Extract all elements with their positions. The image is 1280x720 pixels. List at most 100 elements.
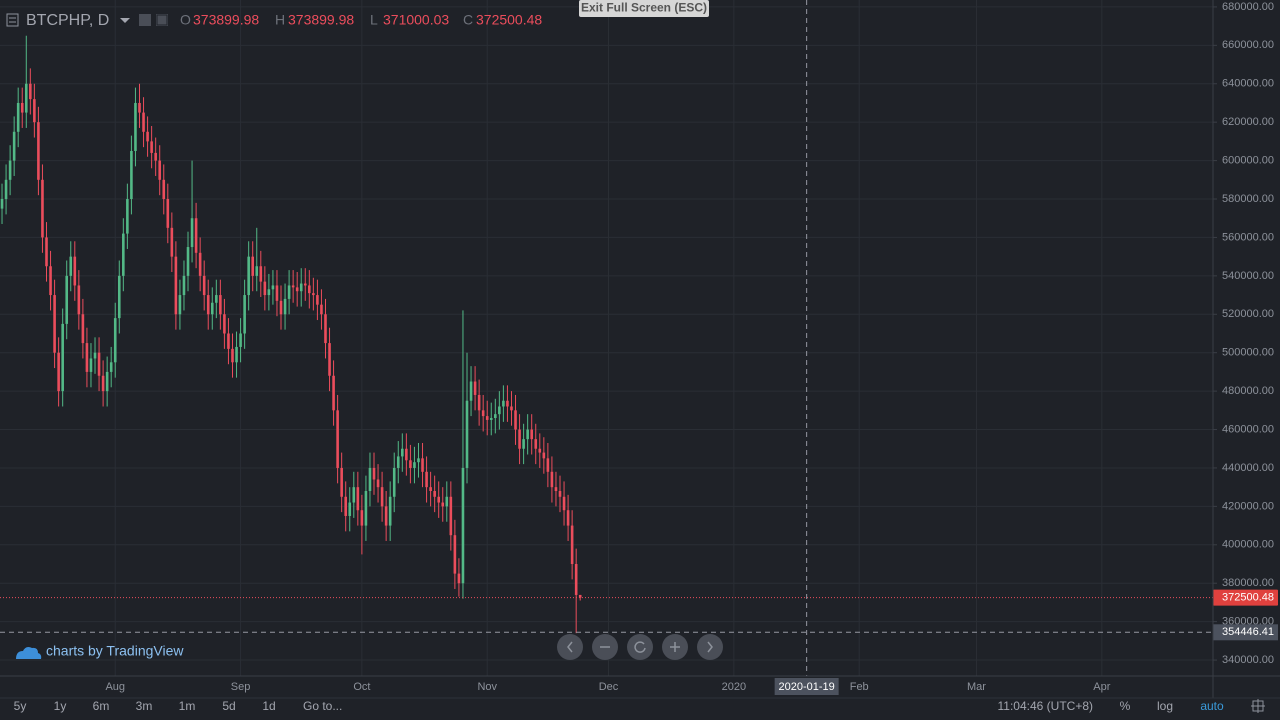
branding-text[interactable]: charts by TradingView [46,643,184,659]
candle-body [182,275,186,296]
icon[interactable] [156,14,168,26]
candle-body [538,448,542,453]
candle-body [170,227,174,257]
settings-icon[interactable] [1251,699,1265,713]
menu-icon[interactable] [6,13,19,27]
candle-body [578,594,582,598]
candle-body [16,102,20,132]
candle-body [215,295,218,303]
symbol[interactable]: BTCPHP, D [26,12,109,29]
candle-body [271,285,275,290]
candle-body [570,525,574,565]
range-button[interactable]: 3m [136,699,153,713]
candle-body [413,462,416,468]
candle-body [65,275,69,324]
icon[interactable] [139,14,151,26]
candle-body [299,283,303,292]
candle-body [425,471,428,488]
candle-body [146,131,149,142]
x-tick-label: Oct [353,681,370,693]
candle-body [498,406,501,415]
ohlc-label: C [463,12,473,28]
x-tick-label: Feb [850,681,869,693]
candle-body [194,218,198,253]
candle-body [97,352,101,376]
range-button[interactable]: 1m [179,699,196,713]
candle-body [275,285,279,301]
candle-body [510,406,513,411]
candle-body [461,467,465,584]
crosshair-price-label: 354446.41 [1222,626,1274,638]
navigation [557,634,723,660]
candle-body [542,452,546,459]
candle-body [550,471,554,488]
candle-body [534,439,538,449]
candle-body [364,491,368,526]
range-button[interactable]: 1d [262,699,275,713]
nav-right[interactable] [697,634,723,660]
candle-body [437,496,441,503]
range-button[interactable]: 5d [222,699,235,713]
candle-body [392,467,396,497]
ohlc-label: H [275,12,285,28]
range-button[interactable]: 6m [93,699,110,713]
candle-body [433,491,436,497]
logo [16,647,42,659]
candle-body [259,266,263,282]
ohlc-value: 373899.98 [288,12,354,28]
range-button[interactable]: 1y [54,699,67,713]
clock: 11:04:46 (UTC+8) [998,699,1094,713]
candle-body [457,573,461,584]
candle-body [198,252,202,276]
candle-body [89,358,93,372]
y-tick-label: 340000.00 [1222,654,1274,666]
candle-body [24,83,28,113]
y-tick-label: 560000.00 [1222,231,1274,243]
button-label[interactable]: Exit Full Screen (ESC) [581,1,707,15]
scale-toggle[interactable]: auto [1200,699,1224,713]
y-tick-label: 440000.00 [1222,462,1274,474]
nav-reset[interactable] [627,634,653,660]
candle-body [101,375,105,392]
nav-icons [567,641,713,653]
nav-left[interactable] [557,634,583,660]
candle-body [348,502,352,516]
candle-body [73,256,77,286]
candle-body [449,496,453,536]
dropdown-icon[interactable] [120,18,130,23]
candle-body [312,293,315,296]
candle-body [255,266,259,276]
candle-body [267,289,271,296]
candle-body [352,487,356,503]
candle-body [421,458,424,472]
branding[interactable]: charts by TradingView [16,643,184,659]
candle-body [514,410,517,430]
button-bg[interactable] [579,0,709,17]
candle-body [405,448,408,461]
ohlc-value: 371000.03 [383,12,449,28]
candle-body [489,418,493,420]
ohlc-value: 373899.98 [193,12,259,28]
scale-toggle[interactable]: % [1120,699,1131,713]
range-button[interactable]: 5y [14,699,27,713]
candle-body [154,152,157,161]
candle-body [518,429,521,449]
candle-body [166,199,170,228]
y-tick-label: 680000.00 [1222,1,1274,13]
candle-body [142,112,145,132]
candle-body [287,285,291,299]
candle-body [117,275,121,319]
candle-body [85,343,89,372]
ohlc-label: O [180,12,191,28]
fullscreen-button[interactable]: Exit Full Screen (ESC) [579,0,709,17]
scale-toggle[interactable]: log [1157,699,1173,713]
candle-body [473,381,477,395]
goto-button[interactable]: Go to... [303,699,342,713]
candle-body [332,375,335,411]
candle-body [150,141,153,153]
candle-body [77,285,81,315]
x-tick-label: Nov [477,681,497,693]
candle-body [162,179,166,200]
candle-body [409,460,412,468]
